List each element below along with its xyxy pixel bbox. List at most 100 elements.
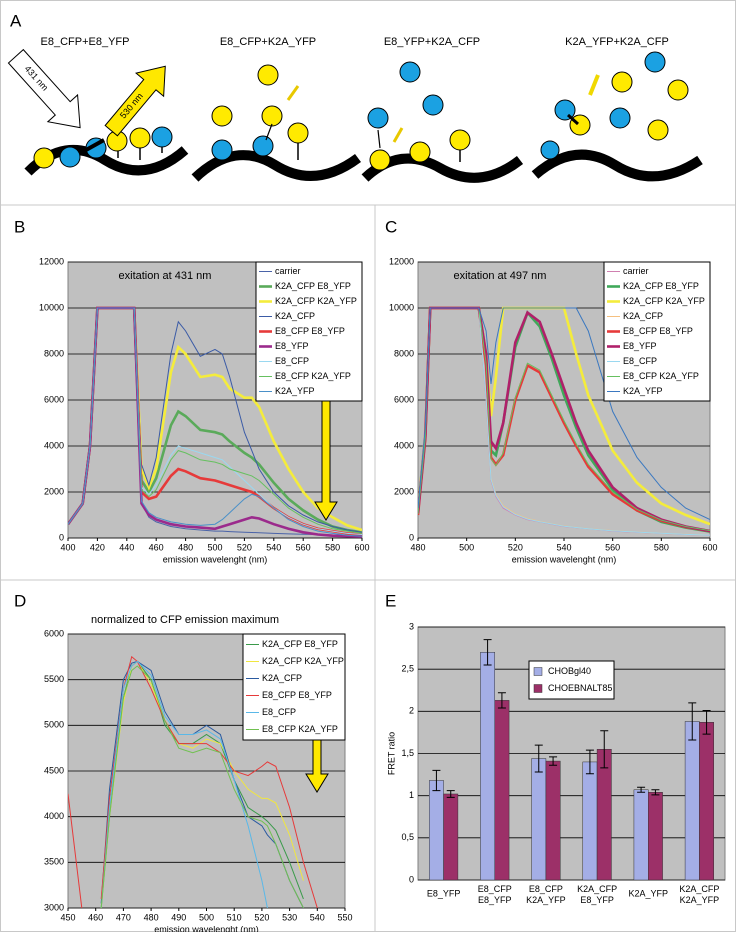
- y-tick-label: 4000: [44, 440, 64, 450]
- yfp: [611, 71, 633, 93]
- y-tick-label: 2000: [44, 486, 64, 496]
- legend-label: E8_YFP: [275, 341, 309, 351]
- yfp: [449, 129, 471, 151]
- legend-box: [603, 261, 711, 402]
- legend-label: CHOBgl40: [548, 666, 591, 676]
- diagram: E8_CFP+E8_YFP E8_CFP+K2A_YFP E8_YFP+K2A_…: [7, 36, 703, 183]
- membrane: [531, 149, 703, 182]
- yfp: [211, 105, 233, 127]
- x-tick-label: 500: [459, 542, 474, 552]
- y-tick-label: 10000: [389, 302, 414, 312]
- x-tick-label: 470: [116, 912, 131, 922]
- line: [418, 307, 710, 521]
- x-tick-label: 400: [60, 542, 75, 552]
- chart-title: exitation at 431 nm: [119, 270, 212, 282]
- x-tick-label: K2A_CFP E8_YFP: [577, 884, 617, 905]
- line: [68, 307, 362, 537]
- yfp: [369, 149, 391, 171]
- y-tick-label: 1: [409, 790, 414, 800]
- legend-label: K2A_CFP E8_YFP: [275, 281, 351, 291]
- x-tick-label: 500: [207, 542, 222, 552]
- y-tick-label: 5500: [44, 674, 64, 684]
- scene-title: E8_CFP+K2A_YFP: [220, 36, 316, 48]
- legend-label: E8_CFP K2A_YFP: [623, 371, 699, 381]
- fret-arrow: [566, 113, 580, 126]
- x-axis-label: emission wavelenght (nm): [163, 554, 268, 564]
- yfp: [667, 79, 689, 101]
- x-tick-label: K2A_YFP: [628, 888, 668, 898]
- bar: [648, 792, 663, 880]
- chart-title: exitation at 497 nm: [454, 270, 547, 282]
- legend-label: K2A_CFP K2A_YFP: [275, 296, 357, 306]
- y-tick-label: 6000: [44, 394, 64, 404]
- legend-label: E8_YFP: [623, 341, 657, 351]
- error-bar: [651, 789, 660, 796]
- cfp: [252, 135, 274, 157]
- x-tick-label: 540: [556, 542, 571, 552]
- panel-label: B: [14, 217, 25, 236]
- x-tick-label: 420: [90, 542, 105, 552]
- x-tick-label: 600: [702, 542, 717, 552]
- legend-label: E8_CFP: [623, 356, 657, 366]
- emission-arrow: [588, 74, 600, 96]
- legend-label: E8_CFP K2A_YFP: [262, 724, 338, 734]
- emission-arrow: [286, 85, 300, 101]
- line: [100, 660, 304, 908]
- bar: [480, 652, 496, 880]
- x-tick-label: 550: [337, 912, 352, 922]
- y-tick-label: 3500: [44, 857, 64, 867]
- cfp: [367, 107, 389, 129]
- error-bar: [600, 730, 609, 769]
- x-tick-label: 540: [266, 542, 281, 552]
- x-tick-label: 510: [227, 912, 242, 922]
- legend-label: K2A_YFP: [275, 386, 315, 396]
- x-tick-label: E8_CFP K2A_YFP: [526, 884, 566, 905]
- panel-label: D: [14, 591, 26, 610]
- series-group: [418, 306, 710, 536]
- scene-title: K2A_YFP+K2A_CFP: [565, 36, 669, 48]
- x-tick-label: E8_CFP E8_YFP: [478, 884, 512, 905]
- y-axis-label: FRET ratio: [386, 732, 396, 775]
- x-tick-label: 600: [354, 542, 369, 552]
- bar: [429, 780, 444, 880]
- panel-label: C: [385, 217, 397, 236]
- y-tick-label: 0,5: [401, 832, 414, 842]
- y-tick-label: 2,5: [401, 664, 414, 674]
- error-bar: [688, 702, 697, 741]
- error-bar: [585, 749, 594, 775]
- yfp: [287, 122, 309, 144]
- legend-label: E8_CFP: [275, 356, 309, 366]
- y-tick-label: 3: [409, 621, 414, 631]
- y-tick-label: 4000: [394, 440, 414, 450]
- series-group: [429, 639, 714, 880]
- bar: [494, 700, 510, 880]
- x-tick-label: 580: [654, 542, 669, 552]
- x-tick-label: E8_YFP: [427, 888, 461, 898]
- chart-title: normalized to CFP emission maximum: [91, 614, 279, 626]
- x-axis-label: emission wavelenght (nm): [154, 924, 259, 932]
- legend-label: E8_CFP: [262, 707, 296, 717]
- x-tick-label: 500: [199, 912, 214, 922]
- x-tick-label: 480: [144, 912, 159, 922]
- fret-arrow: [377, 129, 381, 149]
- legend-box: [255, 261, 363, 402]
- y-tick-label: 4500: [44, 765, 64, 775]
- bar: [596, 749, 612, 880]
- legend-label: carrier: [623, 266, 649, 276]
- legend-label: carrier: [275, 266, 301, 276]
- line: [68, 655, 318, 908]
- cfp: [422, 94, 444, 116]
- error-bar: [446, 790, 455, 798]
- bar: [545, 760, 561, 880]
- y-tick-label: 2: [409, 706, 414, 716]
- legend-label: E8_CFP E8_YFP: [262, 690, 332, 700]
- x-tick-label: 520: [254, 912, 269, 922]
- scene-title: E8_CFP+E8_YFP: [41, 36, 130, 48]
- x-tick-label: 480: [410, 542, 425, 552]
- cfp: [644, 51, 666, 73]
- x-tick-label: 520: [508, 542, 523, 552]
- legend-label: K2A_CFP: [262, 673, 302, 683]
- legend-label: E8_CFP E8_YFP: [275, 326, 345, 336]
- y-tick-label: 2000: [394, 486, 414, 496]
